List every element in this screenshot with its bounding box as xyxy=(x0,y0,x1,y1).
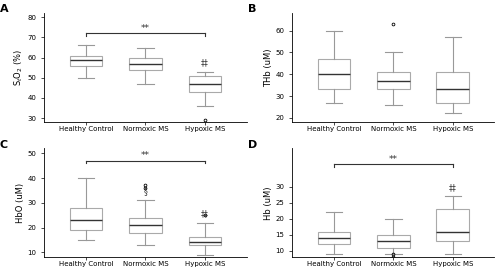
PathPatch shape xyxy=(377,235,410,248)
PathPatch shape xyxy=(188,238,221,245)
PathPatch shape xyxy=(377,72,410,90)
Text: **: ** xyxy=(141,151,150,160)
Text: ‡‡: ‡‡ xyxy=(201,209,209,218)
Text: D: D xyxy=(248,140,257,150)
Text: ‡‡: ‡‡ xyxy=(201,58,209,67)
Y-axis label: THb (uM): THb (uM) xyxy=(264,48,273,87)
PathPatch shape xyxy=(318,232,350,244)
PathPatch shape xyxy=(188,76,221,92)
Text: **: ** xyxy=(141,24,150,33)
Y-axis label: Hb (uM): Hb (uM) xyxy=(264,186,273,219)
Y-axis label: HbO (uM): HbO (uM) xyxy=(16,183,25,223)
Text: B: B xyxy=(248,4,256,14)
PathPatch shape xyxy=(129,218,162,233)
Text: §: § xyxy=(144,187,148,196)
PathPatch shape xyxy=(70,56,102,66)
Text: A: A xyxy=(0,4,8,14)
Y-axis label: S$_t$O$_2$ (%): S$_t$O$_2$ (%) xyxy=(12,49,25,86)
PathPatch shape xyxy=(129,58,162,70)
Text: **: ** xyxy=(389,155,398,164)
PathPatch shape xyxy=(436,209,469,241)
Text: ‡‡: ‡‡ xyxy=(449,183,456,192)
PathPatch shape xyxy=(318,59,350,90)
PathPatch shape xyxy=(436,72,469,103)
PathPatch shape xyxy=(70,208,102,230)
Text: C: C xyxy=(0,140,8,150)
